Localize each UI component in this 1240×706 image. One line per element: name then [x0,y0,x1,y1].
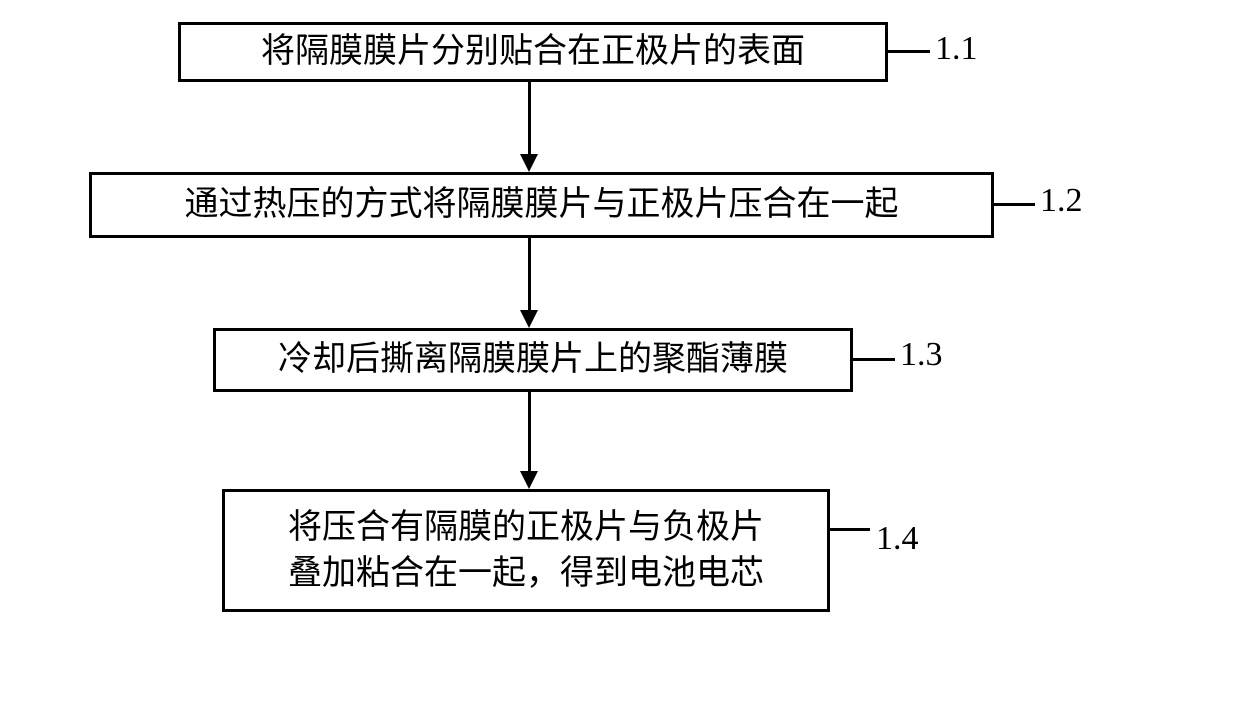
step-4-text-line1: 将压合有隔膜的正极片与负极片 [288,505,764,551]
step-3-label: 1.3 [900,336,943,374]
flowchart-canvas: 将隔膜膜片分别贴合在正极片的表面 1.1 通过热压的方式将隔膜膜片与正极片压合在… [0,0,1240,706]
step-3-text: 冷却后撕离隔膜膜片上的聚酯薄膜 [278,337,788,383]
arrow-2-3-head [520,310,538,328]
arrow-2-3-stem [528,238,531,310]
arrow-1-2-head [520,154,538,172]
step-4-text-line2: 叠加粘合在一起，得到电池电芯 [288,551,764,597]
label-connector-2 [994,203,1035,206]
arrow-3-4-stem [528,392,531,471]
flowchart-step-3: 冷却后撕离隔膜膜片上的聚酯薄膜 [213,328,853,392]
step-1-label: 1.1 [935,30,978,68]
flowchart-step-2: 通过热压的方式将隔膜膜片与正极片压合在一起 [89,172,994,238]
flowchart-step-4: 将压合有隔膜的正极片与负极片 叠加粘合在一起，得到电池电芯 [222,489,830,612]
step-1-text: 将隔膜膜片分别贴合在正极片的表面 [261,29,805,75]
arrow-3-4-head [520,471,538,489]
step-4-label: 1.4 [876,520,919,558]
arrow-1-2-stem [528,82,531,154]
label-connector-4 [830,528,870,531]
step-4-text-wrap: 将压合有隔膜的正极片与负极片 叠加粘合在一起，得到电池电芯 [288,505,764,597]
label-connector-1 [888,50,930,53]
flowchart-step-1: 将隔膜膜片分别贴合在正极片的表面 [178,22,888,82]
step-2-text: 通过热压的方式将隔膜膜片与正极片压合在一起 [185,182,899,228]
step-2-label: 1.2 [1040,182,1083,220]
label-connector-3 [853,358,895,361]
